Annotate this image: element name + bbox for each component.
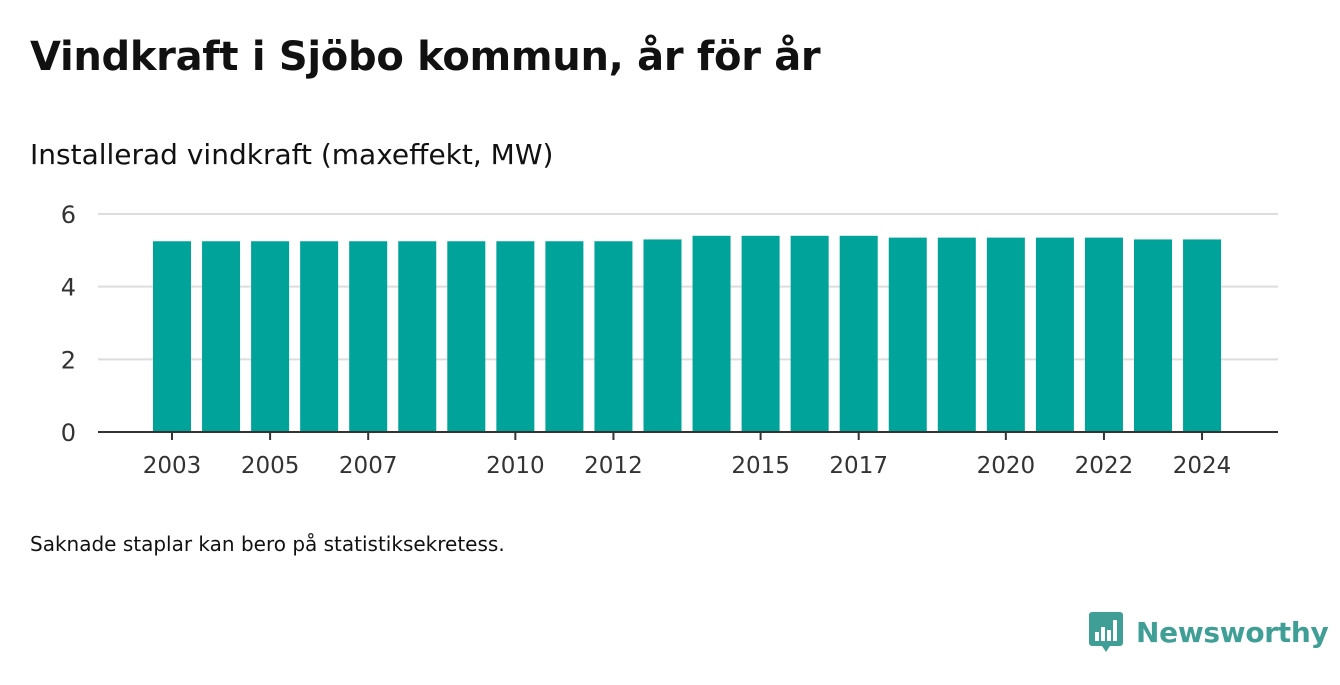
grid-lines	[98, 213, 1278, 361]
footnote: Saknade staplar kan bero på statistiksek…	[30, 532, 505, 556]
brand-name: Newsworthy	[1136, 615, 1329, 649]
bar-2012	[594, 241, 633, 432]
chart-title: Vindkraft i Sjöbo kommun, år för år	[30, 34, 821, 80]
x-tick-label: 2012	[584, 453, 643, 479]
x-tick-label: 2010	[486, 453, 545, 479]
chart-subtitle: Installerad vindkraft (maxeffekt, MW)	[30, 138, 554, 171]
x-tick-label: 2007	[339, 453, 398, 479]
bar-2015	[741, 235, 780, 432]
brand-logo: Newsworthy	[1088, 610, 1329, 654]
y-tick-label: 2	[61, 346, 76, 374]
x-tick-label: 2022	[1075, 453, 1134, 479]
bar-2020	[986, 237, 1025, 432]
bars	[153, 235, 1222, 432]
y-tick-label: 0	[61, 419, 76, 447]
bar-2019	[937, 237, 976, 432]
newsworthy-logo-icon	[1089, 612, 1123, 652]
bar-2008	[398, 241, 437, 432]
bar-2010	[496, 241, 535, 432]
x-tick-label: 2024	[1173, 453, 1232, 479]
x-tick-labels: 2003 2005 2007 2010 2012 2015 2017 2020 2022 2024	[143, 432, 1232, 479]
x-tick-label: 2020	[977, 453, 1036, 479]
bar-2024	[1183, 239, 1222, 432]
bar-2018	[888, 237, 927, 432]
bar-2005	[251, 241, 290, 432]
bar-2017	[839, 235, 878, 432]
bar-2004	[202, 241, 241, 432]
y-tick-label: 6	[61, 201, 76, 229]
bar-2016	[790, 235, 829, 432]
x-tick-label: 2005	[241, 453, 300, 479]
bar-2022	[1084, 237, 1123, 432]
y-tick-label: 4	[61, 274, 76, 302]
bar-2011	[545, 241, 584, 432]
bar-2014	[692, 235, 731, 432]
x-tick-label: 2015	[731, 453, 790, 479]
x-tick-label: 2003	[143, 453, 202, 479]
bar-2003	[153, 241, 191, 432]
bar-2021	[1035, 237, 1074, 432]
bar-chart: 0 2 4 6 2003 2005 2007 2010 2012 2015 2017 2020 202…	[61, 201, 1278, 479]
x-tick-label: 2017	[829, 453, 888, 479]
bar-2006	[300, 241, 339, 432]
bar-2009	[447, 241, 486, 432]
bar-2023	[1134, 239, 1172, 432]
bar-2007	[349, 241, 388, 432]
y-tick-labels: 0 2 4 6	[61, 201, 76, 447]
bar-2013	[643, 239, 682, 432]
